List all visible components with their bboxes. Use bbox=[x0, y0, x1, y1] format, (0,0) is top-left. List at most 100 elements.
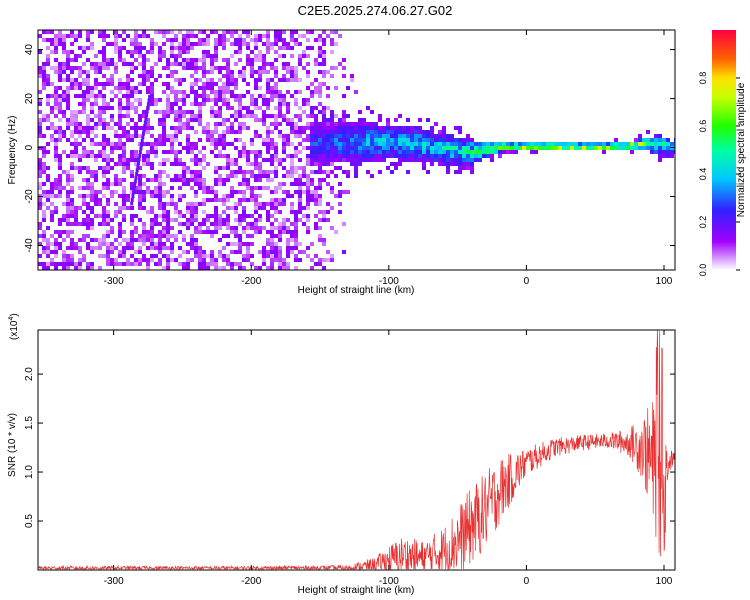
spectrogram-cell bbox=[514, 146, 518, 150]
spectrogram-cell bbox=[134, 34, 138, 38]
spectrogram-cell bbox=[166, 226, 170, 230]
spectrogram-cell bbox=[62, 50, 66, 54]
spectrogram-cell bbox=[126, 102, 130, 106]
spectrogram-cell bbox=[66, 118, 70, 122]
spectrogram-cell bbox=[258, 58, 262, 62]
spectrogram-cell bbox=[46, 102, 50, 106]
spectrogram-cell bbox=[62, 262, 66, 266]
spectrogram-cell bbox=[234, 170, 238, 174]
spectrogram-cell bbox=[486, 142, 490, 146]
colorbar-label: Normalized spectral amplitude bbox=[736, 82, 747, 217]
spectrogram-cell bbox=[294, 134, 298, 138]
spectrogram-cell bbox=[46, 78, 50, 82]
spectrogram-cell bbox=[314, 150, 318, 154]
spectrogram-cell bbox=[178, 82, 182, 86]
spectrogram-cell bbox=[202, 146, 206, 150]
spectrogram-cell bbox=[326, 122, 330, 126]
spectrogram-cell bbox=[178, 210, 182, 214]
spectrogram-cell bbox=[254, 222, 258, 226]
spectrogram-cell bbox=[138, 234, 142, 238]
spectrogram-cell bbox=[198, 86, 202, 90]
spectrogram-cell bbox=[134, 150, 138, 154]
spectrogram-cell bbox=[178, 114, 182, 118]
spectrogram-cell bbox=[62, 38, 66, 42]
spectrogram-cell bbox=[190, 202, 194, 206]
spectrogram-cell bbox=[402, 134, 406, 138]
spectrogram-cell bbox=[626, 146, 630, 150]
spectrogram-cell bbox=[38, 194, 42, 198]
spectrogram-cell bbox=[206, 254, 210, 258]
spectrogram-cell bbox=[58, 242, 62, 246]
spectrogram-cell bbox=[274, 198, 278, 202]
spectrogram-cell bbox=[386, 142, 390, 146]
spectrogram-cell bbox=[366, 138, 370, 142]
spectrogram-cell bbox=[314, 194, 318, 198]
spectrogram-cell bbox=[126, 138, 130, 142]
spectrogram-cell bbox=[534, 146, 538, 150]
spectrogram-cell bbox=[258, 230, 262, 234]
spectrogram-cell bbox=[130, 50, 134, 54]
spectrogram-cell bbox=[178, 186, 182, 190]
spectrogram-cell bbox=[174, 62, 178, 66]
spectrogram-cell bbox=[238, 222, 242, 226]
spectrogram-cell bbox=[178, 50, 182, 54]
spectrogram-cell bbox=[318, 110, 322, 114]
spectrogram-cell bbox=[174, 178, 178, 182]
spectrogram-cell bbox=[414, 158, 418, 162]
spectrogram-cell bbox=[338, 166, 342, 170]
spectrogram-cell bbox=[614, 138, 618, 142]
spectrogram-cell bbox=[58, 194, 62, 198]
spectrogram-cell bbox=[222, 146, 226, 150]
spectrogram-cell bbox=[70, 78, 74, 82]
spectrogram-cell bbox=[318, 46, 322, 50]
spectrogram-cell bbox=[70, 206, 74, 210]
spectrogram-cell bbox=[146, 130, 150, 134]
spectrogram-cell bbox=[98, 70, 102, 74]
spectrogram-cell bbox=[322, 266, 326, 270]
spectrogram-cell bbox=[254, 98, 258, 102]
spectrogram-cell bbox=[143, 120, 147, 125]
spectrogram-cell bbox=[314, 158, 318, 162]
spectrogram-cell bbox=[122, 214, 126, 218]
spectrogram-cell bbox=[58, 162, 62, 166]
spectrogram-cell bbox=[194, 34, 198, 38]
spectrogram-cell bbox=[246, 162, 250, 166]
spectrogram-cell bbox=[98, 114, 102, 118]
spectrogram-cell bbox=[270, 246, 274, 250]
spectrogram-cell bbox=[230, 266, 234, 270]
spectrogram-cell bbox=[214, 226, 218, 230]
spectrogram-cell bbox=[162, 30, 166, 34]
spectrogram-cell bbox=[86, 206, 90, 210]
spectrogram-cell bbox=[138, 62, 142, 66]
spectrogram-cell bbox=[142, 258, 146, 262]
spectrogram-cell bbox=[38, 198, 42, 202]
spectrogram-cell bbox=[350, 78, 354, 82]
spectrogram-cell bbox=[334, 230, 338, 234]
spectrogram-cell bbox=[118, 178, 122, 182]
spectrogram-cell bbox=[174, 238, 178, 242]
spectrogram-cell bbox=[190, 126, 194, 130]
spectrogram-cell bbox=[478, 146, 482, 150]
spectrogram-cell bbox=[82, 70, 86, 74]
spectrogram-cell bbox=[54, 230, 58, 234]
spectrogram-cell bbox=[170, 50, 174, 54]
spectrogram-cell bbox=[158, 222, 162, 226]
spectrogram-cell bbox=[322, 126, 326, 130]
spectrogram-cell bbox=[194, 206, 198, 210]
spectrogram-cell bbox=[62, 130, 66, 134]
spectrogram-cell bbox=[234, 130, 238, 134]
spectrogram-cell bbox=[102, 38, 106, 42]
spectrogram-cell bbox=[466, 162, 470, 166]
spectrogram-cell bbox=[422, 146, 426, 150]
spectrogram-cell bbox=[54, 138, 58, 142]
spectrogram-cell bbox=[102, 182, 106, 186]
spectrogram-cell bbox=[230, 78, 234, 82]
spectrogram-cell bbox=[122, 150, 126, 154]
spectrogram-cell bbox=[70, 110, 74, 114]
spectrogram-cell bbox=[106, 42, 110, 46]
spectrogram-cell bbox=[254, 230, 258, 234]
spectrogram-cell bbox=[154, 154, 158, 158]
spectrogram-cell bbox=[562, 142, 566, 146]
spectrogram-cell bbox=[294, 170, 298, 174]
spectrogram-cell bbox=[166, 202, 170, 206]
